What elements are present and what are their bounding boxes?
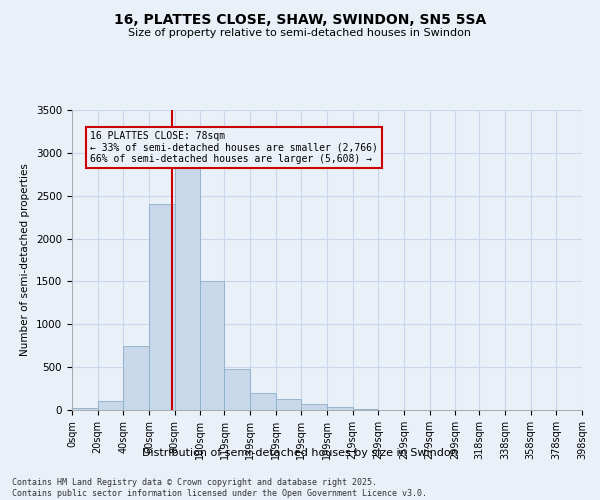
Bar xyxy=(123,346,149,410)
Y-axis label: Number of semi-detached properties: Number of semi-detached properties xyxy=(20,164,31,356)
Text: 16 PLATTES CLOSE: 78sqm
← 33% of semi-detached houses are smaller (2,766)
66% of: 16 PLATTES CLOSE: 78sqm ← 33% of semi-de… xyxy=(90,130,378,164)
Bar xyxy=(200,282,224,410)
Text: 16, PLATTES CLOSE, SHAW, SWINDON, SN5 5SA: 16, PLATTES CLOSE, SHAW, SWINDON, SN5 5S… xyxy=(114,12,486,26)
Bar xyxy=(250,394,276,410)
Bar xyxy=(175,162,200,410)
Bar xyxy=(276,400,301,410)
Bar xyxy=(72,408,98,410)
Text: Size of property relative to semi-detached houses in Swindon: Size of property relative to semi-detach… xyxy=(128,28,472,38)
Bar xyxy=(149,204,175,410)
Bar xyxy=(353,409,378,410)
Text: Distribution of semi-detached houses by size in Swindon: Distribution of semi-detached houses by … xyxy=(142,448,458,458)
Bar xyxy=(224,369,250,410)
Bar xyxy=(301,404,327,410)
Text: Contains HM Land Registry data © Crown copyright and database right 2025.
Contai: Contains HM Land Registry data © Crown c… xyxy=(12,478,427,498)
Bar xyxy=(98,402,123,410)
Bar xyxy=(327,407,353,410)
